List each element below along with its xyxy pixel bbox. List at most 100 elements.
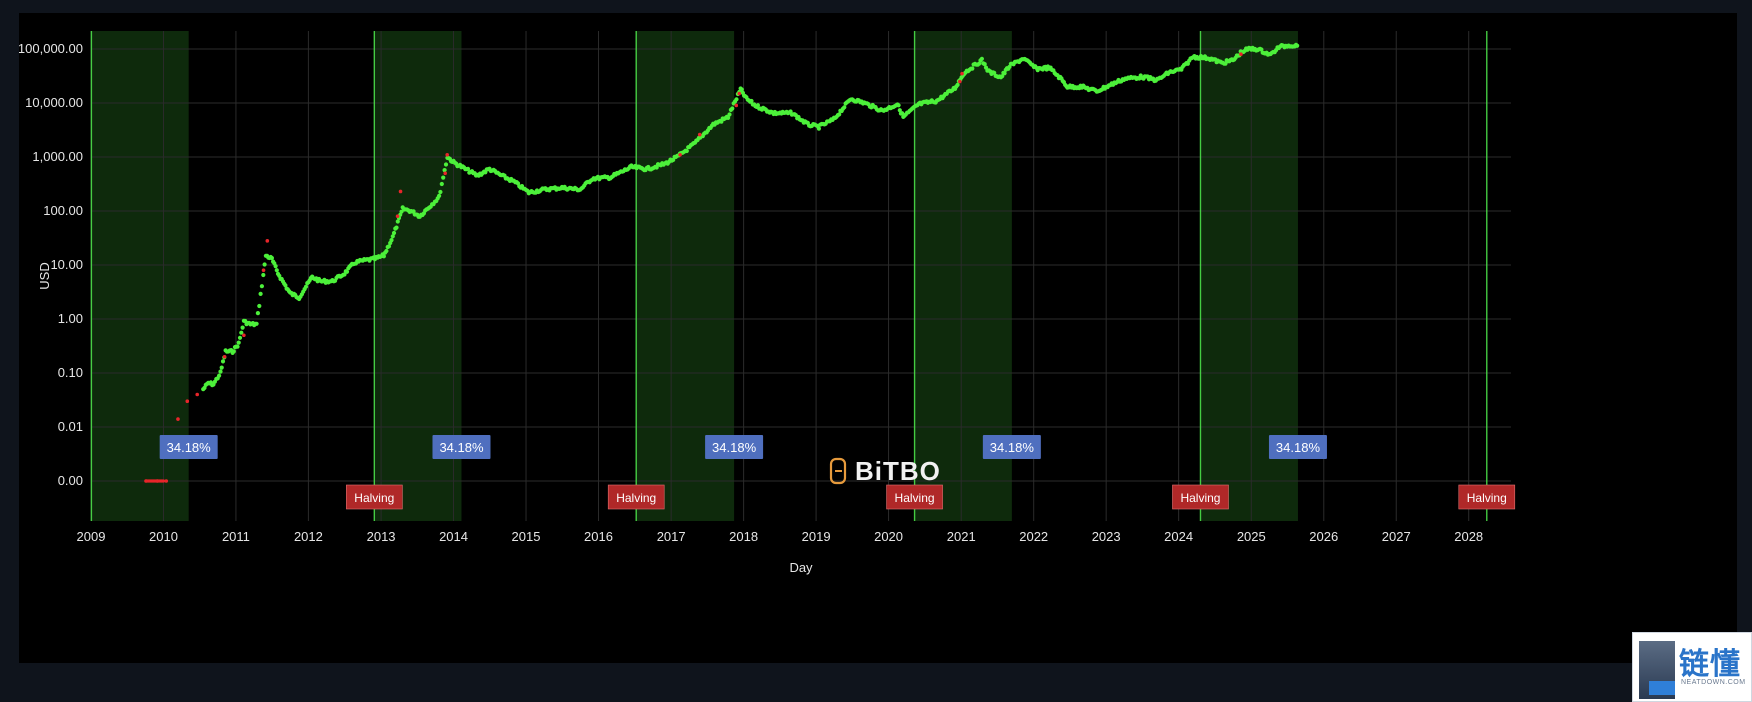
price-point: [684, 148, 689, 154]
halving-badge-4: [1172, 484, 1229, 510]
price-point: [755, 103, 761, 108]
percent-badge-label: 34.18%: [1276, 440, 1321, 455]
y-tick-label: 0.01: [58, 419, 83, 434]
x-tick-label: 2028: [1454, 529, 1483, 544]
price-point: [236, 340, 241, 345]
price-point: [837, 112, 842, 117]
price-point: [386, 244, 392, 249]
halving-badge-label: Halving: [1467, 491, 1507, 505]
x-tick-label: 2012: [294, 529, 323, 544]
percent-badge-0: [159, 435, 218, 459]
price-point: [1259, 47, 1264, 52]
price-point-hot: [161, 479, 166, 483]
price-point: [977, 61, 982, 66]
price-point: [726, 115, 731, 120]
price-point-hot: [960, 71, 964, 76]
neatdown-logo-mark-icon: [1639, 641, 1675, 699]
bitbo-watermark: BiTBO: [855, 456, 941, 486]
y-tick-label: 10,000.00: [25, 95, 83, 110]
price-point: [381, 254, 386, 259]
price-point: [1002, 71, 1007, 76]
price-point: [1295, 43, 1300, 48]
price-point: [1000, 74, 1005, 79]
y-tick-label: 0.10: [58, 365, 83, 380]
percent-badge-4: [1268, 435, 1327, 459]
halving-badge-label: Halving: [895, 491, 935, 505]
price-point: [842, 105, 847, 110]
price-point: [437, 193, 442, 198]
percent-badge-3: [982, 435, 1041, 459]
price-point: [441, 175, 446, 180]
price-point-hot: [445, 152, 449, 157]
price-point: [258, 291, 263, 296]
neatdown-logo-cn: 链懂: [1679, 647, 1741, 682]
y-tick-label: 100.00: [43, 203, 83, 218]
neatdown-logo-en: NEATDOWN.COM: [1681, 679, 1746, 686]
x-tick-label: 2011: [222, 529, 250, 544]
x-tick-label: 2016: [584, 529, 613, 544]
percent-badge-label: 34.18%: [712, 440, 757, 455]
percent-badge-2: [705, 435, 764, 459]
price-point: [955, 82, 960, 87]
price-point: [654, 165, 659, 170]
price-point: [970, 66, 975, 71]
chart-area: 0.00 0.01 0.10 1.00 10.00 100.00 1,000.00 10,00…: [19, 13, 1737, 663]
x-tick-label: 2023: [1092, 529, 1121, 544]
price-point: [261, 272, 266, 278]
x-tick-label: 2010: [149, 529, 178, 544]
price-point: [257, 303, 262, 309]
halving-badge-1: [346, 484, 403, 510]
price-point-hot: [443, 171, 448, 176]
price-point-hot: [164, 479, 169, 483]
x-tick-label: 2015: [512, 529, 541, 544]
price-point: [274, 268, 279, 273]
price-point: [442, 168, 447, 173]
price-point: [303, 284, 309, 289]
price-point: [254, 321, 259, 326]
price-point-hot: [222, 354, 227, 359]
price-point: [979, 56, 985, 61]
halving-badge-label: Halving: [354, 491, 394, 505]
price-point: [273, 264, 278, 269]
price-point: [896, 103, 901, 108]
x-tick-label: 2013: [367, 529, 396, 544]
percent-badge-label: 34.18%: [990, 440, 1035, 455]
x-tick-label: 2021: [947, 529, 976, 544]
price-point: [727, 112, 732, 117]
x-tick-label: 2017: [657, 529, 686, 544]
price-point: [218, 369, 223, 374]
price-point: [240, 325, 245, 330]
price-point: [443, 162, 449, 167]
price-point-hot: [265, 239, 270, 243]
price-scatter-chart: 0.00 0.01 0.10 1.00 10.00 100.00 1,000.00 10,00…: [19, 31, 1516, 575]
x-tick-label: 2026: [1309, 529, 1338, 544]
price-point: [391, 230, 397, 236]
price-point-hot: [697, 132, 702, 137]
price-point: [389, 238, 394, 243]
price-point-hot: [395, 214, 400, 219]
price-point: [344, 269, 350, 274]
price-point-hot: [242, 333, 246, 338]
price-point: [239, 330, 244, 335]
x-tick-label: 2024: [1164, 529, 1193, 544]
price-point: [237, 335, 243, 340]
y-tick-label: 100,000.00: [19, 41, 83, 56]
price-point-hot: [176, 417, 180, 421]
y-axis-title: USD: [37, 262, 52, 289]
price-point: [411, 209, 416, 214]
y-tick-label: 0.00: [58, 473, 83, 488]
price-point: [395, 219, 400, 224]
price-point: [439, 181, 444, 187]
y-tick-label: 1.00: [58, 311, 83, 326]
price-point-hot: [958, 79, 962, 84]
price-point: [394, 225, 399, 230]
bitbo-logo-icon: [829, 457, 847, 485]
x-axis-title: Day: [789, 560, 813, 575]
halving-badge-label: Halving: [616, 491, 656, 505]
x-tick-label: 2025: [1237, 529, 1266, 544]
price-point: [897, 108, 902, 113]
price-point-hot: [1239, 52, 1243, 57]
halving-badge-2: [607, 484, 665, 510]
y-tick-label: 1,000.00: [32, 149, 83, 164]
percent-badge-1: [432, 435, 491, 459]
